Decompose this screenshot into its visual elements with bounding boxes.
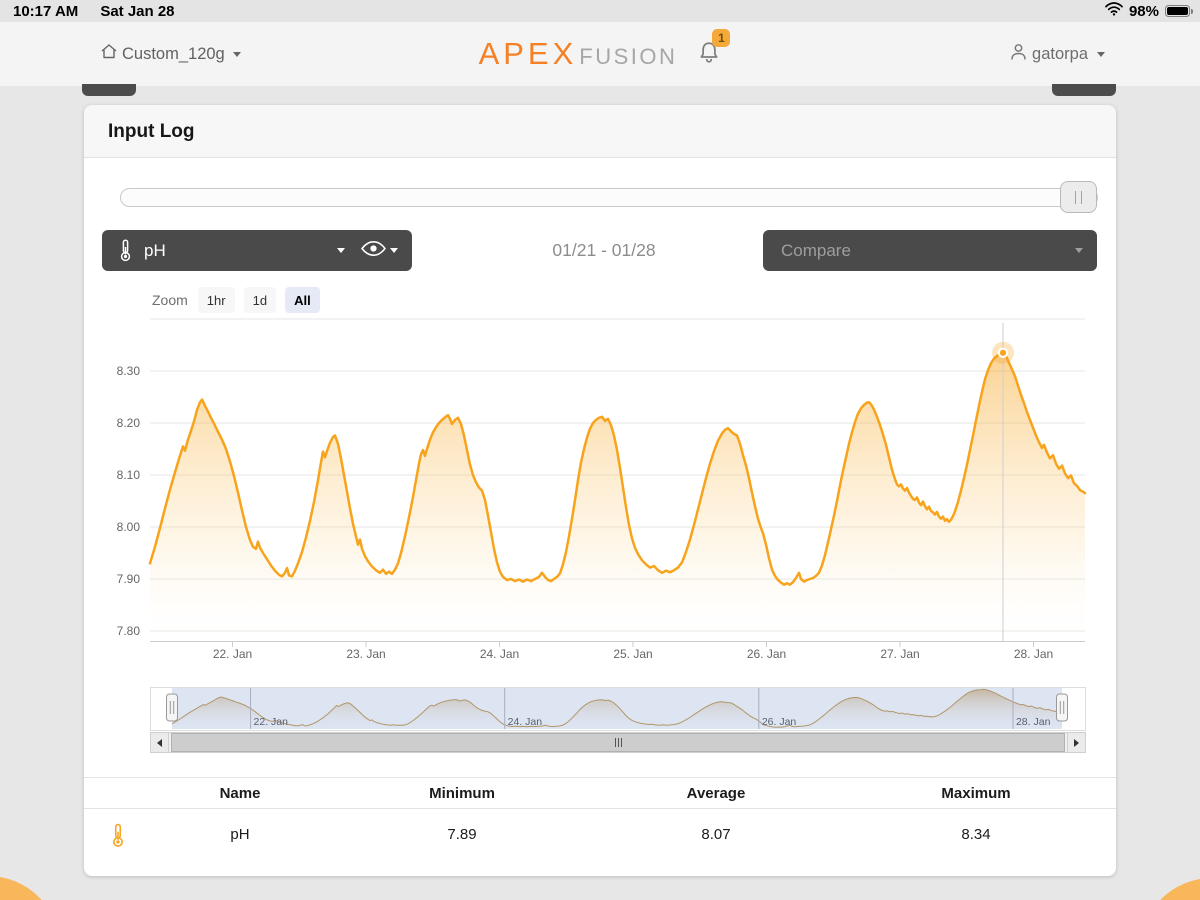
user-menu-dropdown[interactable]: gatorpa (1010, 22, 1105, 86)
chevron-down-icon (1075, 248, 1083, 253)
navigator-scrollbar (150, 732, 1086, 753)
zoom-button-1hr[interactable]: 1hr (197, 287, 235, 313)
stats-table-header: Name Minimum Average Maximum (84, 777, 1116, 809)
zoom-label: Zoom (152, 292, 188, 308)
ios-status-bar: 10:17 AM Sat Jan 28 98% (0, 0, 1200, 22)
range-slider-handle[interactable] (1060, 181, 1097, 213)
input-log-card: Input Log pH (84, 105, 1116, 876)
battery-icon (1165, 5, 1193, 17)
probe-label: pH (144, 240, 166, 260)
app-header: Custom_120g APEX FUSION 1 (0, 22, 1200, 86)
range-slider-track[interactable] (120, 188, 1098, 207)
notification-badge: 1 (712, 28, 731, 47)
thermometer-icon (110, 823, 126, 853)
chevron-down-icon (337, 248, 345, 253)
zoom-button-1d[interactable]: 1d (243, 287, 277, 313)
probe-select-bar: pH (102, 230, 412, 271)
scroll-left-button[interactable] (151, 733, 169, 752)
stat-minimum: 7.89 (447, 826, 477, 843)
tank-selector-dropdown[interactable]: Custom_120g (100, 22, 241, 86)
col-header-minimum: Minimum (429, 785, 495, 802)
chevron-down-icon (232, 51, 241, 57)
logo-apex-text: APEX (478, 36, 578, 71)
col-header-average: Average (686, 785, 746, 802)
tank-selector-label: Custom_120g (122, 44, 225, 63)
chevron-down-icon (390, 248, 398, 253)
zoom-bar: Zoom 1hr 1d All (152, 287, 329, 313)
stat-maximum: 8.34 (961, 826, 991, 843)
username-label: gatorpa (1032, 44, 1088, 63)
apex-fusion-logo: APEX FUSION (479, 36, 678, 72)
visibility-dropdown[interactable] (359, 230, 412, 271)
wifi-icon (1105, 2, 1123, 20)
thermometer-icon (118, 239, 133, 262)
page-title: Input Log (108, 121, 195, 142)
battery-percent: 98% (1128, 2, 1159, 20)
compare-dropdown[interactable]: Compare (763, 230, 1097, 271)
zoom-button-all[interactable]: All (285, 287, 320, 313)
home-icon (100, 43, 118, 65)
status-time: 10:17 AM (13, 2, 79, 20)
stat-name: pH (230, 826, 250, 843)
date-range-label: 01/21 - 01/28 (552, 240, 656, 260)
decorative-circle-right (1140, 878, 1200, 900)
eye-icon (361, 240, 386, 261)
scroll-right-button[interactable] (1067, 733, 1085, 752)
col-header-maximum: Maximum (941, 785, 1011, 802)
col-header-name: Name (219, 785, 261, 802)
user-icon (1010, 43, 1027, 65)
arrow-left-icon (157, 738, 162, 747)
card-header: Input Log (84, 105, 1116, 158)
scrollbar-thumb[interactable] (171, 733, 1065, 752)
arrow-right-icon (1074, 738, 1079, 747)
decorative-circle-left (0, 876, 60, 900)
stats-table-row: pH 7.89 8.07 8.34 (84, 810, 1116, 860)
hidden-tab-right[interactable] (1052, 84, 1116, 96)
probe-dropdown[interactable]: pH (102, 230, 359, 271)
stat-average: 8.07 (701, 826, 731, 843)
notifications-button[interactable]: 1 (697, 28, 731, 69)
hidden-tab-left[interactable] (82, 84, 136, 96)
status-date: Sat Jan 28 (100, 2, 175, 20)
logo-fusion-text: FUSION (579, 44, 678, 69)
chevron-down-icon (1097, 51, 1105, 57)
compare-label: Compare (781, 240, 851, 260)
